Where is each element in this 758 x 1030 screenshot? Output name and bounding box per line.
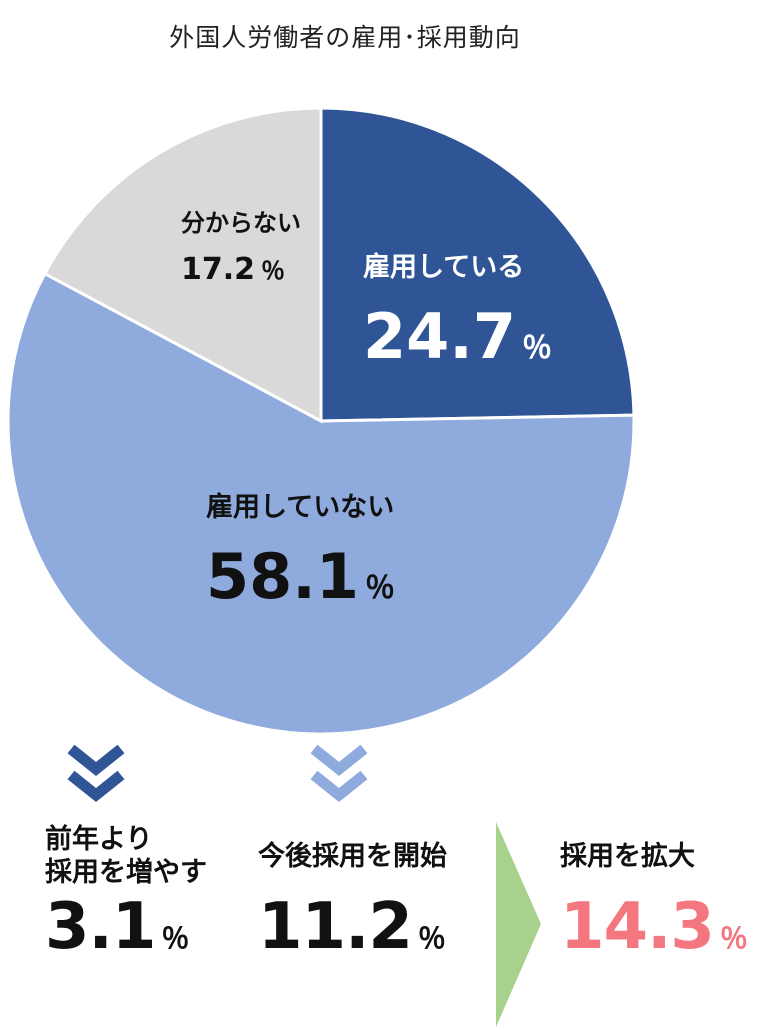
stat-start-value: 11.2 <box>258 890 413 964</box>
pie-chart: 雇用している 24.7 ％ 雇用していない 58.1 ％ 分からない 17.2 ％ <box>6 106 636 736</box>
double-chevron-down-icon <box>310 745 368 803</box>
stat-expand-value: 14.3 <box>560 890 715 964</box>
pie-slice-value: 24.7 ％ <box>363 300 552 373</box>
pie-slice <box>6 271 636 736</box>
arrow-right-icon <box>496 822 541 1027</box>
stat-expand-unit: ％ <box>719 922 748 955</box>
stat-expand: 採用を拡大 14.3 ％ <box>560 840 748 959</box>
stat-increase: 前年より 採用を増やす 3.1 ％ <box>45 823 207 959</box>
stat-increase-value: 3.1 <box>45 890 156 964</box>
pie-slice-label: 分からない <box>181 209 301 237</box>
pie-slice-label: 雇用している <box>363 251 524 283</box>
stat-expand-label: 採用を拡大 <box>560 841 695 872</box>
pie-slice <box>42 106 323 424</box>
stat-increase-label-2: 採用を増やす <box>45 857 207 888</box>
pie-slice-label: 雇用していない <box>206 491 394 523</box>
stat-increase-unit: ％ <box>161 922 190 955</box>
stat-start-unit: ％ <box>417 922 446 955</box>
stat-start-label: 今後採用を開始 <box>258 841 447 872</box>
pie-slice-value: 17.2 ％ <box>181 252 285 287</box>
double-chevron-down-icon <box>67 745 125 803</box>
pie-slice <box>319 106 636 423</box>
pie-slice-value: 58.1 ％ <box>206 540 395 613</box>
stat-increase-label-1: 前年より <box>45 824 153 855</box>
stat-start: 今後採用を開始 11.2 ％ <box>258 840 447 959</box>
chart-title: 外国人労働者の雇用･採用動向 <box>169 23 521 52</box>
